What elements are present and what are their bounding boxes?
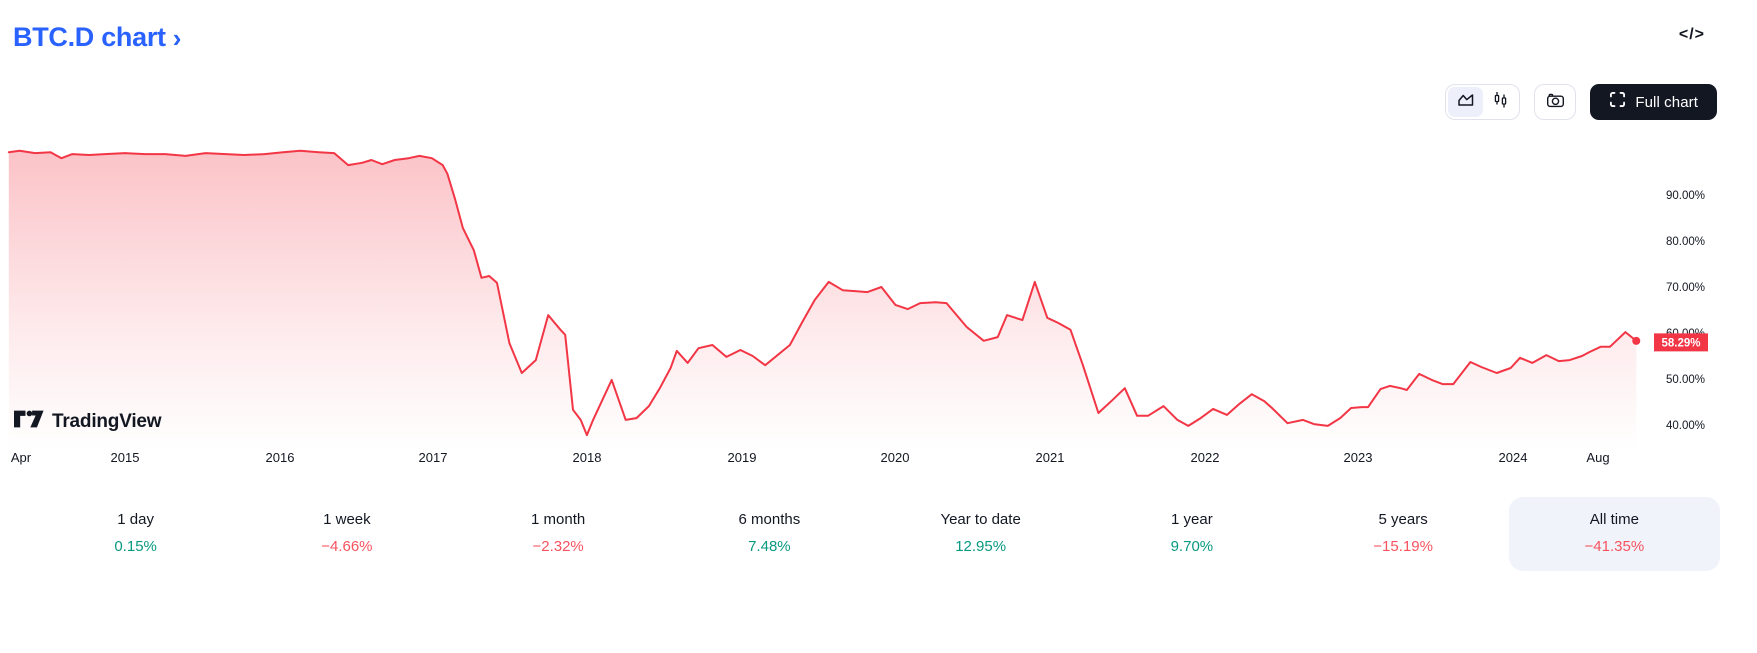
y-tick-label: 70.00%: [1666, 282, 1705, 294]
price-badge: [1654, 333, 1708, 352]
period-stats-row: 1 day 0.15% 1 week −4.66% 1 month −2.32%…: [30, 497, 1720, 571]
full-chart-label: Full chart: [1635, 93, 1698, 111]
x-tick-label: 2015: [111, 450, 140, 465]
stat-label: All time: [1589, 511, 1639, 528]
stat-item-all-time[interactable]: All time −41.35%: [1508, 497, 1720, 571]
stat-label: 1 month: [531, 511, 586, 528]
chevron-right-icon: ›: [172, 23, 182, 53]
candlestick-icon: [1493, 91, 1508, 114]
tradingview-logo-icon: [14, 409, 44, 434]
stat-value: −41.35%: [1584, 538, 1645, 555]
stat-item-1-week[interactable]: 1 week −4.66%: [241, 497, 452, 571]
y-tick-label: 50.00%: [1666, 374, 1705, 386]
stat-label: 6 months: [738, 511, 801, 528]
stat-value: −4.66%: [321, 538, 373, 555]
y-tick-label: 90.00%: [1666, 190, 1705, 202]
embed-code-icon[interactable]: </>: [1678, 26, 1705, 43]
chart-toolbar: Full chart: [1445, 84, 1717, 120]
page-title: BTC.D chart: [13, 22, 166, 52]
stat-label: 1 year: [1171, 511, 1213, 528]
x-tick-label: 2024: [1499, 450, 1528, 465]
stat-item-1-year[interactable]: 1 year 9.70%: [1086, 497, 1297, 571]
stat-item-1-day[interactable]: 1 day 0.15%: [30, 497, 241, 571]
x-tick-label: 2017: [419, 450, 448, 465]
stat-item-6-months[interactable]: 6 months 7.48%: [664, 497, 875, 571]
x-tick-label: 2022: [1191, 450, 1220, 465]
stat-value: 0.15%: [114, 538, 157, 555]
chart-style-toggle: [1445, 84, 1521, 120]
y-tick-label: 80.00%: [1666, 236, 1705, 248]
y-tick-label: 40.00%: [1666, 420, 1705, 432]
tradingview-attribution-link[interactable]: TradingView: [14, 409, 162, 434]
stat-label: 5 years: [1378, 511, 1428, 528]
camera-icon: [1546, 92, 1565, 113]
x-tick-label: 2023: [1344, 450, 1373, 465]
area-fill: [8, 150, 1637, 453]
stat-value: −2.32%: [532, 538, 584, 555]
area-style-button[interactable]: [1448, 87, 1483, 117]
x-tick-label: Aug: [1586, 450, 1609, 465]
full-chart-button[interactable]: Full chart: [1590, 84, 1717, 120]
stat-item-1-month[interactable]: 1 month −2.32%: [453, 497, 664, 571]
dominance-chart[interactable]: 90.00%80.00%70.00%60.00%50.00%40.00%Apr2…: [0, 0, 1757, 490]
price-line: [7, 149, 1638, 437]
candles-style-button[interactable]: [1483, 87, 1518, 117]
tradingview-logo-text: TradingView: [52, 410, 162, 432]
area-chart-icon: [1457, 92, 1475, 113]
fullscreen-icon: [1609, 91, 1626, 113]
x-tick-label: Apr: [11, 450, 32, 465]
symbol-title-link[interactable]: BTC.D chart ›: [13, 20, 181, 54]
stat-label: 1 day: [117, 511, 154, 528]
x-tick-label: 2019: [728, 450, 757, 465]
stat-value: 7.48%: [748, 538, 791, 555]
snapshot-button[interactable]: [1534, 84, 1577, 120]
x-tick-label: 2020: [881, 450, 910, 465]
price-badge-label: 58.29%: [1661, 337, 1700, 349]
stat-item-year-to-date[interactable]: Year to date 12.95%: [875, 497, 1086, 571]
x-tick-label: 2018: [573, 450, 602, 465]
stat-label: 1 week: [323, 511, 371, 528]
stat-label: Year to date: [940, 511, 1021, 528]
stat-value: 12.95%: [955, 538, 1007, 555]
x-tick-label: 2016: [266, 450, 295, 465]
last-price-dot: [1632, 336, 1641, 345]
stat-item-5-years[interactable]: 5 years −15.19%: [1298, 497, 1509, 571]
x-tick-label: 2021: [1036, 450, 1065, 465]
stat-value: −15.19%: [1373, 538, 1433, 555]
stat-value: 9.70%: [1170, 538, 1214, 555]
